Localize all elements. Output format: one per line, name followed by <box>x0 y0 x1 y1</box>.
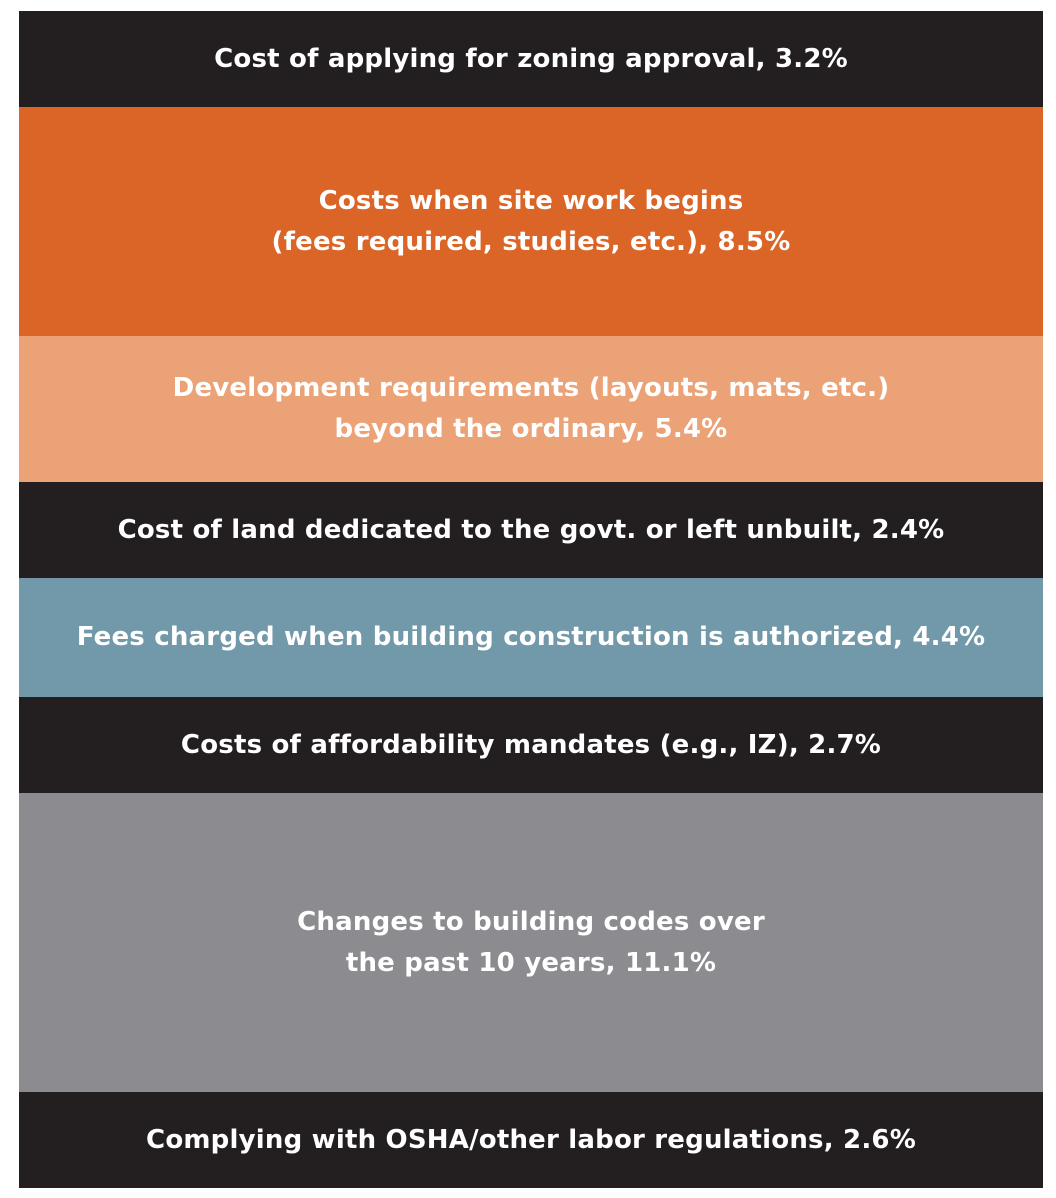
segment-label-line: Changes to building codes over <box>297 906 765 937</box>
segment-label-line: the past 10 years, 11.1% <box>345 947 717 978</box>
segment-5: Costs of affordability mandates (e.g., I… <box>19 697 1043 793</box>
segment-0: Cost of applying for zoning approval, 3.… <box>19 11 1043 107</box>
segment-6: Changes to building codes over the past 1… <box>19 793 1043 1092</box>
segment-label: Cost of land dedicated to the govt. or l… <box>118 510 945 551</box>
segment-label-line: Development requirements (layouts, mats,… <box>172 373 890 403</box>
segment-3: Cost of land dedicated to the govt. or l… <box>19 482 1043 578</box>
segment-1: Costs when site work begins (fees require… <box>19 107 1043 336</box>
segment-label-line: (fees required, studies, etc.), 8.5% <box>271 226 791 257</box>
segment-2: Development requirements (layouts, mats,… <box>19 336 1043 482</box>
segment-label: Costs of affordability mandates (e.g., I… <box>181 725 881 766</box>
segment-label: Changes to building codes over the past 1… <box>297 902 765 984</box>
segment-label-line: Complying with OSHA/other labor regulati… <box>146 1124 916 1155</box>
segment-label: Development requirements (layouts, mats,… <box>173 368 890 450</box>
segment-label-line: Costs when site work begins <box>318 185 744 216</box>
segment-4: Fees charged when building construction … <box>19 578 1043 697</box>
segment-label: Complying with OSHA/other labor regulati… <box>146 1120 916 1161</box>
segment-label: Costs when site work begins (fees require… <box>272 181 791 263</box>
segment-label-line: Cost of applying for zoning approval, 3.… <box>214 43 848 74</box>
segment-label: Cost of applying for zoning approval, 3.… <box>214 39 848 80</box>
segment-label-line: beyond the ordinary, 5.4% <box>334 414 728 444</box>
segment-7: Complying with OSHA/other labor regulati… <box>19 1092 1043 1188</box>
segment-label-line: Cost of land dedicated to the govt. or l… <box>117 514 945 545</box>
segment-label-line: Costs of affordability mandates (e.g., I… <box>180 729 882 760</box>
stacked-cost-bar: Cost of applying for zoning approval, 3.… <box>19 11 1043 1188</box>
segment-label-line: Fees charged when building construction … <box>76 622 986 652</box>
segment-label: Fees charged when building construction … <box>77 617 986 658</box>
